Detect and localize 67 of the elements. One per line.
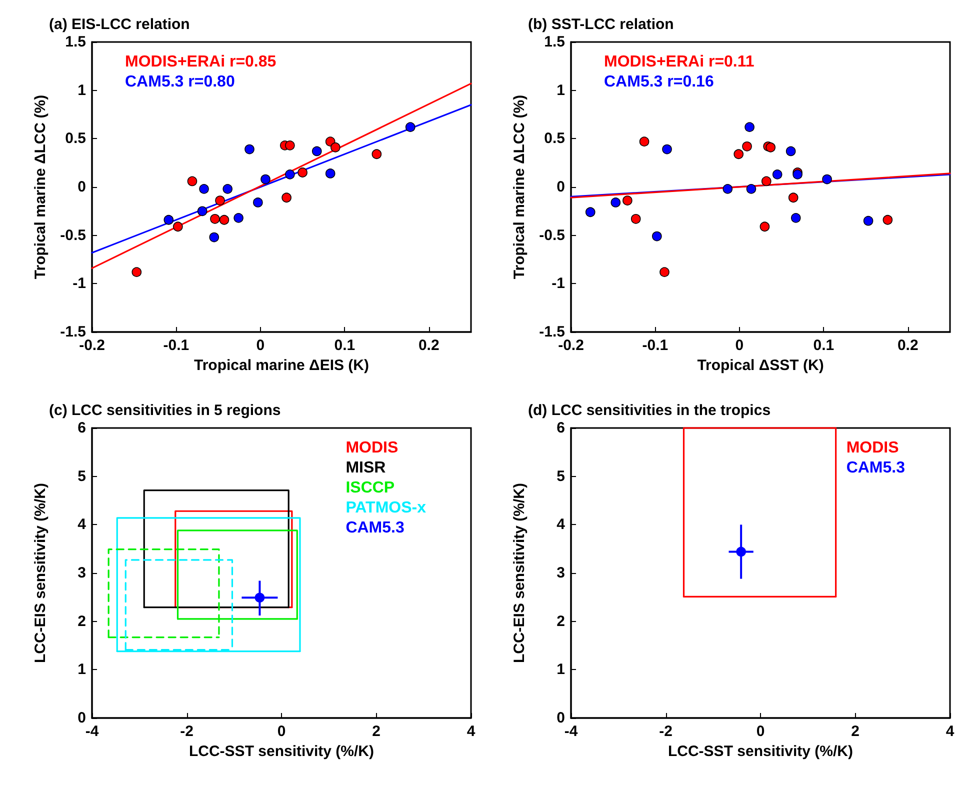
chart-title: (d) LCC sensitivities in the tropics (528, 402, 771, 419)
text: PATMOS-x (346, 500, 426, 516)
text: ISCCP (346, 480, 395, 496)
text: CAM5.3 (346, 520, 404, 536)
y-tick-label: 0 (78, 710, 86, 726)
text: CAM5.3 (846, 460, 906, 476)
y-tick-label: 1 (556, 661, 565, 678)
text: CAM5.3 r=0.80 (125, 74, 235, 90)
x-tick-label: 0 (277, 723, 286, 740)
x-axis-title: Tropical ΔSST (K) (697, 357, 824, 374)
y-tick-label: 3 (556, 564, 565, 582)
y-tick-label: 4 (78, 516, 87, 534)
x-tick-label: -2 (180, 723, 194, 740)
x-tick-label: 0.2 (897, 337, 918, 354)
y-tick-label: 1.5 (65, 34, 86, 50)
y-tick-label: 6 (556, 420, 565, 436)
text: MODIS+ERAi r=0.11 (604, 54, 754, 70)
x-tick-label: 2 (851, 723, 860, 740)
x-axis-title: Tropical marine ΔEIS (K) (194, 357, 369, 374)
y-tick-label: 2 (556, 612, 565, 630)
y-tick-label: -1 (552, 275, 565, 292)
y-tick-label: -0.5 (60, 226, 86, 244)
x-tick-label: 0 (256, 337, 265, 354)
y-tick-label: 0 (556, 710, 565, 726)
y-tick-label: -0.5 (539, 226, 565, 244)
y-tick-label: 5 (78, 468, 86, 485)
x-tick-label: 4 (946, 723, 955, 740)
y-tick-label: 0.5 (544, 130, 565, 148)
x-tick-label: 0 (735, 337, 744, 354)
y-tick-label: 0.5 (65, 130, 86, 148)
y-axis-title: Tropical marine ΔLCC (%) (511, 94, 528, 280)
y-axis-title: LCC-EIS sensitivity (%/K) (32, 482, 49, 664)
y-tick-label: 1 (78, 82, 86, 99)
y-tick-label: 2 (78, 612, 86, 630)
y-tick-label: 5 (556, 468, 565, 485)
x-tick-label: -0.1 (163, 337, 190, 354)
y-tick-label: 0 (78, 178, 86, 196)
x-tick-label: 2 (372, 723, 380, 740)
x-tick-label: 0.2 (418, 337, 440, 354)
x-tick-label: -4 (564, 723, 578, 740)
x-tick-label: 0 (756, 723, 765, 740)
x-tick-label: -2 (659, 723, 672, 740)
x-tick-label: 4 (466, 723, 476, 740)
y-tick-label: 3 (78, 564, 86, 582)
x-axis-title: LCC-SST sensitivity (%/K) (668, 743, 854, 760)
y-axis-title: LCC-EIS sensitivity (%/K) (511, 482, 528, 664)
x-tick-label: -0.1 (642, 337, 668, 354)
x-tick-label: 0.1 (813, 337, 834, 354)
y-axis-title: Tropical marine ΔLCC (%) (32, 94, 49, 280)
chart-title: (a) EIS-LCC relation (49, 16, 190, 33)
series-label: MODIS (846, 440, 900, 456)
y-tick-label: 1 (78, 661, 86, 678)
x-tick-label: 0.1 (334, 337, 356, 354)
text: CAM5.3 r=0.16 (604, 74, 714, 90)
text: MODIS (346, 440, 398, 456)
chart-title: (c) LCC sensitivities in 5 regions (49, 402, 281, 419)
chart-title: (b) SST-LCC relation (528, 16, 674, 33)
y-tick-label: 4 (556, 516, 566, 534)
text: MISR (346, 460, 386, 476)
x-tick-label: -4 (85, 723, 100, 740)
text: MODIS+ERAi r=0.85 (125, 54, 276, 70)
y-tick-label: 1 (556, 82, 565, 99)
y-tick-label: -1 (72, 275, 86, 292)
y-tick-label: 6 (78, 420, 86, 436)
y-tick-label: 0 (556, 178, 565, 196)
x-axis-title: LCC-SST sensitivity (%/K) (188, 743, 374, 760)
y-tick-label: 1.5 (544, 34, 565, 50)
